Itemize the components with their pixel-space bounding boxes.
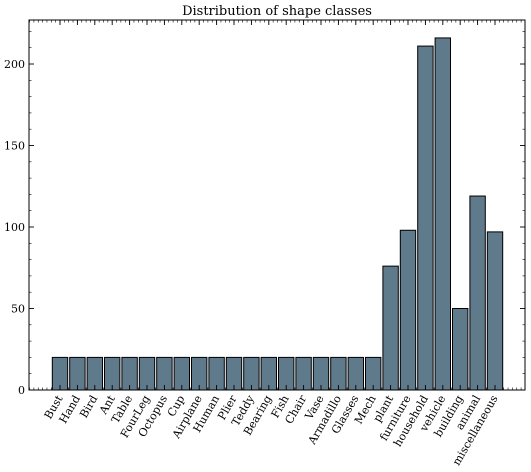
bar-plant [382,265,399,391]
bar-vehicle [434,37,452,391]
plot-frame [28,19,526,391]
bar-miscellaneous [486,231,504,391]
y-tick-label: 0 [18,384,25,397]
chart-title: Distribution of shape classes [182,4,372,19]
x-tick-label: Bird [77,393,100,420]
y-tick-label: 100 [4,221,25,234]
bar-household [417,45,434,391]
y-axis: 0 50 100 150 200 [4,58,25,397]
bar-furniture [399,229,417,391]
bar-building [452,308,469,391]
y-tick-label: 50 [11,303,25,316]
bars-group [51,37,504,391]
bar-animal [469,195,486,391]
y-tick-label: 200 [4,58,25,71]
y-tick-label: 150 [4,140,25,153]
